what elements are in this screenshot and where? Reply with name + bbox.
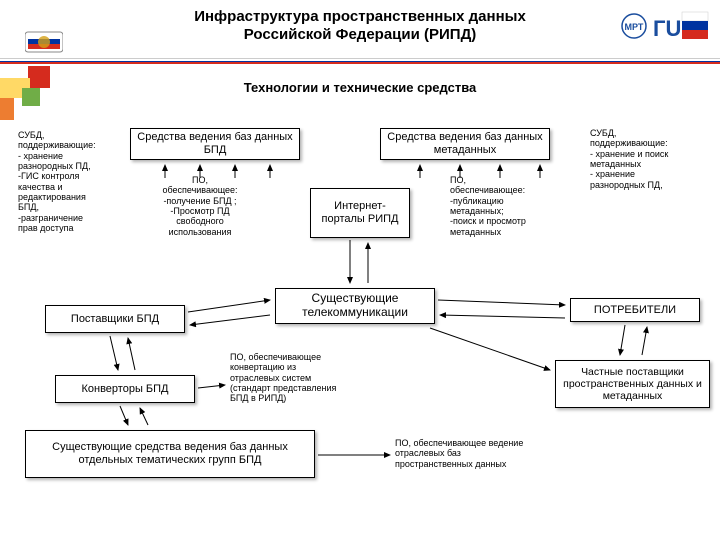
flag-divider — [0, 58, 720, 64]
box-db-bpd: Средства ведения баз данных БПД — [130, 128, 300, 160]
note-po-bottom: ПО, обеспечивающее ведение отраслевых ба… — [395, 438, 585, 469]
box-telecom: Существующие телекоммуникации — [275, 288, 435, 324]
box-db-meta: Средства ведения баз данных метаданных — [380, 128, 550, 160]
box-existing: Существующие средства ведения баз данных… — [25, 430, 315, 478]
ru-logo-icon: МРТ ГU — [620, 6, 710, 46]
title-line2: Российской Федерации (РИПД) — [244, 26, 477, 43]
box-portals: Интернет- порталы РИПД — [310, 188, 410, 238]
box-private: Частные поставщики пространственных данн… — [555, 360, 710, 408]
box-suppliers: Поставщики БПД — [45, 305, 185, 333]
page-title: Инфраструктура пространственных данных Р… — [0, 8, 720, 44]
note-left-subd: СУБД, поддерживающие: - хранение разноро… — [18, 130, 118, 233]
svg-text:ГU: ГU — [653, 16, 681, 41]
title-line1: Инфраструктура пространственных данных — [194, 8, 526, 25]
svg-text:МРТ: МРТ — [625, 22, 644, 32]
note-po-left: ПО, обеспечивающее: -получение БПД ; -Пр… — [145, 175, 255, 237]
note-right-subd: СУБД, поддерживающие: - хранение и поиск… — [590, 128, 710, 190]
emblem-icon — [25, 28, 63, 56]
box-consumers: ПОТРЕБИТЕЛИ — [570, 298, 700, 322]
header: Инфраструктура пространственных данных Р… — [0, 0, 720, 60]
section-subtitle: Технологии и технические средства — [0, 80, 720, 95]
note-po-right: ПО, обеспечивающее: -публикацию метаданн… — [450, 175, 555, 237]
box-converters: Конверторы БПД — [55, 375, 195, 403]
note-po-convert: ПО, обеспечивающее конвертацию из отрасл… — [230, 352, 380, 404]
